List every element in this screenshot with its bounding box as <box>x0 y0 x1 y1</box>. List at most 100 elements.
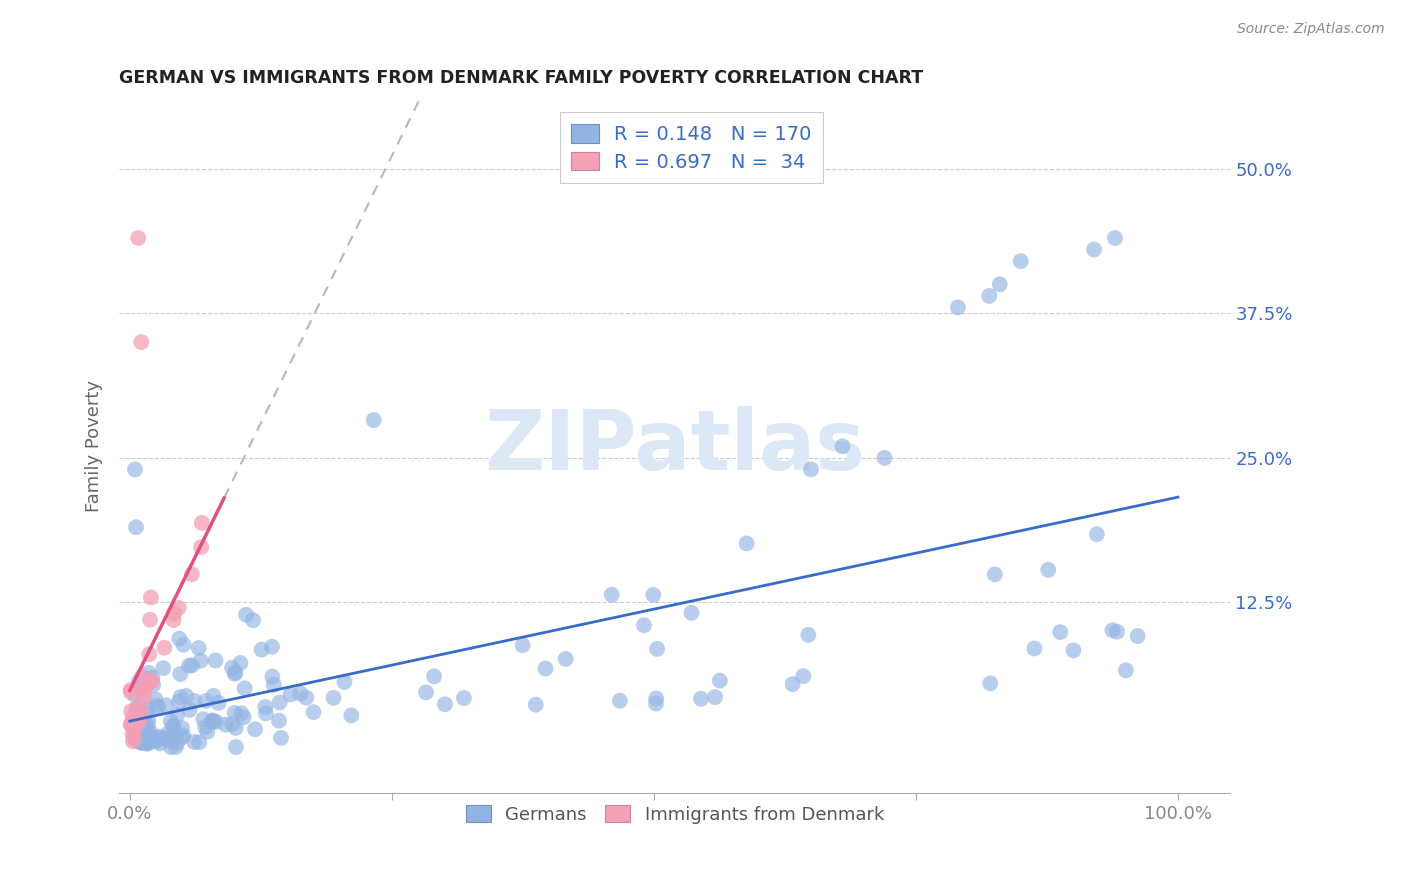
Point <box>290 687 312 701</box>
Point <box>155 731 177 745</box>
Point <box>280 688 302 702</box>
Point <box>141 671 163 685</box>
Point <box>423 669 446 683</box>
Point <box>145 733 167 747</box>
Point <box>224 665 246 680</box>
Point <box>512 638 534 652</box>
Point <box>179 658 201 673</box>
Point <box>139 725 162 739</box>
Point <box>153 640 176 655</box>
Point <box>167 695 190 709</box>
Point <box>136 737 159 751</box>
Point <box>201 714 224 728</box>
Point <box>122 715 145 730</box>
Point <box>193 712 215 726</box>
Point <box>120 685 142 699</box>
Point <box>600 588 623 602</box>
Point <box>160 740 183 755</box>
Point <box>172 638 194 652</box>
Point <box>131 735 153 749</box>
Point <box>155 698 177 713</box>
Point <box>1107 624 1129 639</box>
Point <box>1038 563 1060 577</box>
Point <box>224 666 246 681</box>
Point <box>190 540 212 554</box>
Text: Source: ZipAtlas.com: Source: ZipAtlas.com <box>1237 22 1385 37</box>
Point <box>333 675 356 690</box>
Point <box>225 740 247 755</box>
Point <box>302 705 325 719</box>
Point <box>135 672 157 686</box>
Point <box>797 628 820 642</box>
Point <box>1085 527 1108 541</box>
Point <box>142 678 165 692</box>
Point <box>132 681 155 696</box>
Point <box>162 613 184 627</box>
Point <box>122 714 145 729</box>
Point <box>1049 625 1071 640</box>
Point <box>125 731 148 746</box>
Point <box>690 691 713 706</box>
Point <box>233 681 256 696</box>
Point <box>162 719 184 733</box>
Point <box>167 632 190 646</box>
Point <box>127 717 149 731</box>
Point <box>129 335 152 350</box>
Legend: Germans, Immigrants from Denmark: Germans, Immigrants from Denmark <box>457 796 893 833</box>
Point <box>267 714 290 728</box>
Point <box>129 735 152 749</box>
Point <box>231 706 253 721</box>
Point <box>132 723 155 737</box>
Point <box>270 731 292 745</box>
Point <box>224 706 246 720</box>
Y-axis label: Family Poverty: Family Poverty <box>86 380 103 512</box>
Point <box>554 652 576 666</box>
Point <box>136 736 159 750</box>
Point <box>159 734 181 748</box>
Point <box>1115 663 1137 677</box>
Point <box>831 439 853 453</box>
Point <box>132 681 155 695</box>
Point <box>262 670 284 684</box>
Point <box>146 700 169 714</box>
Point <box>232 710 254 724</box>
Point <box>128 673 150 688</box>
Point <box>156 727 179 741</box>
Point <box>202 689 225 703</box>
Point <box>141 673 163 688</box>
Point <box>120 704 142 718</box>
Point <box>122 734 145 748</box>
Point <box>134 735 156 749</box>
Point <box>134 684 156 698</box>
Point <box>735 536 758 550</box>
Point <box>139 613 162 627</box>
Point <box>138 665 160 680</box>
Point <box>146 731 169 746</box>
Point <box>125 702 148 716</box>
Point <box>120 682 142 697</box>
Point <box>139 674 162 689</box>
Point <box>125 520 148 534</box>
Point <box>167 600 190 615</box>
Point <box>534 661 557 675</box>
Point <box>135 736 157 750</box>
Point <box>162 719 184 733</box>
Point <box>645 641 668 656</box>
Point <box>134 715 156 730</box>
Point <box>135 730 157 744</box>
Point <box>988 277 1011 292</box>
Point <box>162 727 184 741</box>
Point <box>129 728 152 742</box>
Point <box>250 642 273 657</box>
Point <box>131 736 153 750</box>
Point <box>128 735 150 749</box>
Point <box>145 692 167 706</box>
Point <box>124 462 146 476</box>
Point <box>187 640 209 655</box>
Point <box>254 700 277 714</box>
Point <box>134 690 156 705</box>
Point <box>121 727 143 741</box>
Point <box>340 708 363 723</box>
Point <box>136 714 159 728</box>
Point <box>122 723 145 737</box>
